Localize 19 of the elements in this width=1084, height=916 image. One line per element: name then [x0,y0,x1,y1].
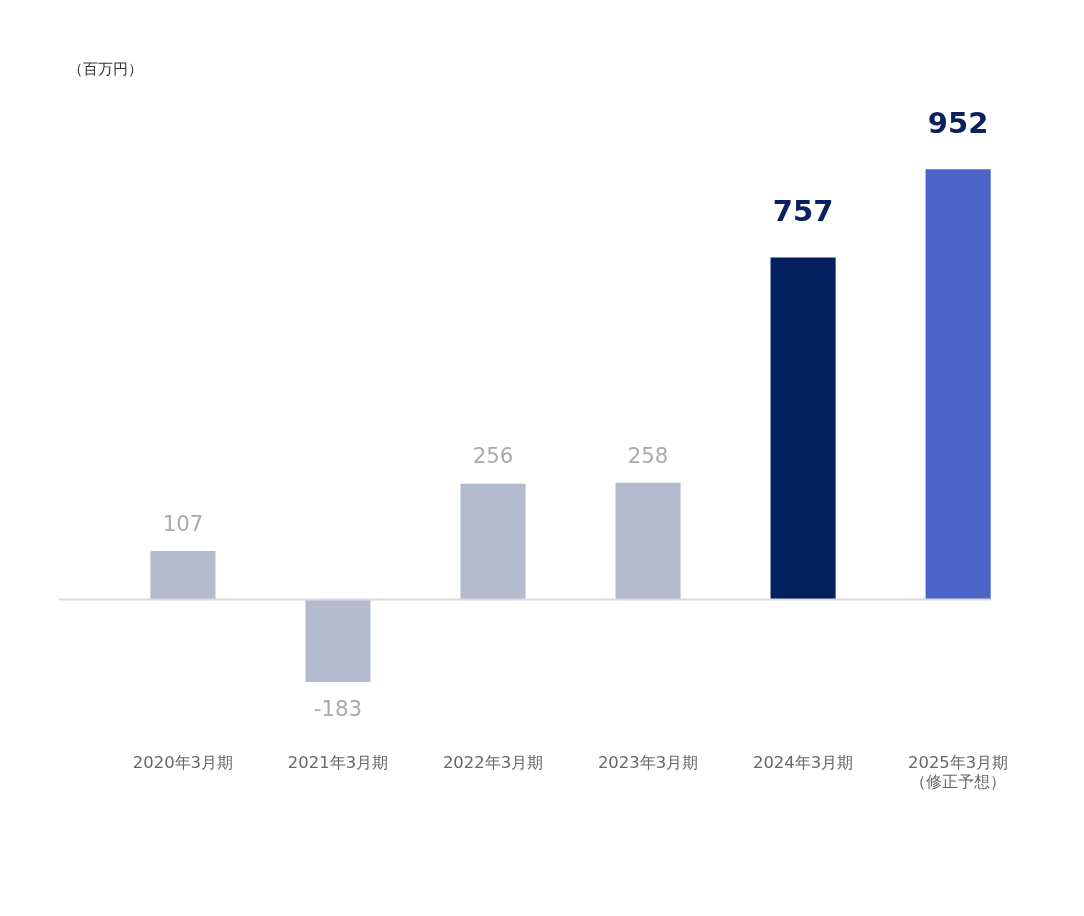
data-label: -183 [313,695,363,721]
x-tick-label: 2022年3月期 [442,753,544,773]
data-label: 258 [627,442,669,468]
x-tick-label: 2025年3月期（修正予想） [908,753,1009,791]
bar [770,257,836,600]
data-label: 107 [162,510,204,536]
bar [615,482,681,600]
x-tick-label: 2021年3月期 [287,753,389,773]
bar [460,483,526,600]
bar [150,551,216,600]
bar [305,599,371,683]
x-tick-label: 2020年3月期 [132,753,234,773]
data-label: 952 [927,105,989,140]
x-tick-label: 2023年3月期 [597,753,699,773]
text: （百万円） [67,60,143,77]
data-label: 757 [772,193,834,228]
bar [925,169,991,600]
x-tick-label: 2024年3月期 [752,753,854,773]
data-label: 256 [472,443,514,469]
